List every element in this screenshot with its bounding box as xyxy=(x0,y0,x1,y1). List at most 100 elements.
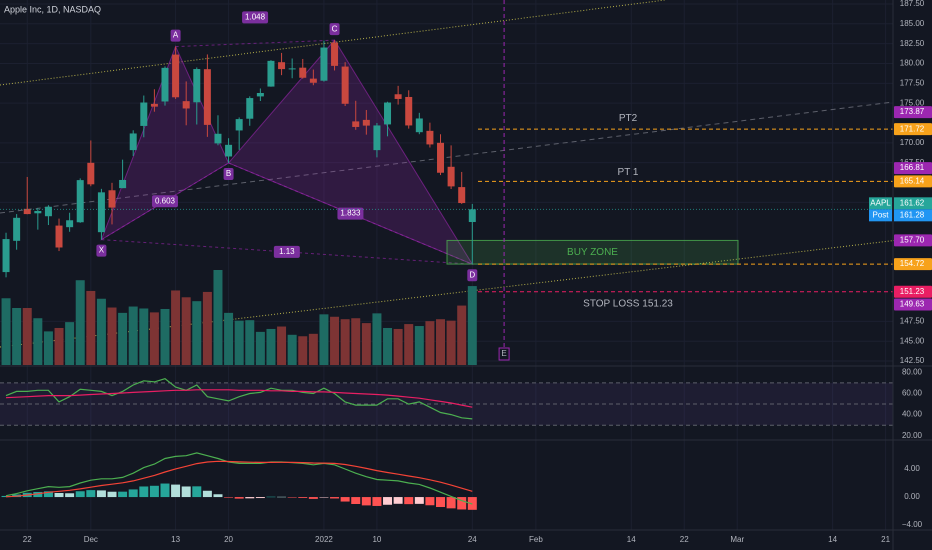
y-tick-label: 175.00 xyxy=(900,98,925,107)
histogram-bar xyxy=(308,497,318,499)
candle-body xyxy=(44,206,52,217)
y-tick-label: 20.00 xyxy=(902,431,923,440)
histogram-bar xyxy=(224,497,234,498)
macd-line xyxy=(5,452,473,505)
y-tick-label: 170.00 xyxy=(900,138,925,147)
candle-body xyxy=(225,144,233,157)
histogram-bar xyxy=(96,490,106,498)
candle-body xyxy=(394,94,402,99)
price-tag xyxy=(894,298,932,311)
histogram-bar xyxy=(467,497,477,510)
price-tag-label: 149.63 xyxy=(900,300,925,309)
pattern-point-label: D xyxy=(469,270,475,279)
y-tick-label: 4.00 xyxy=(904,464,920,473)
candle-body xyxy=(468,209,476,223)
candle-body xyxy=(437,142,445,173)
volume-bar xyxy=(107,307,117,365)
y-tick-label: 145.00 xyxy=(900,336,925,345)
candle-body xyxy=(320,47,328,81)
histogram-bar xyxy=(181,486,191,498)
histogram-bar xyxy=(107,491,117,498)
volume-bar xyxy=(224,312,234,365)
volume-bar xyxy=(277,326,287,365)
histogram-bar xyxy=(383,497,393,505)
volume-bar xyxy=(457,305,467,365)
candle-body xyxy=(140,102,148,126)
x-tick-label: 22 xyxy=(680,535,689,544)
candle-body xyxy=(235,119,243,131)
histogram-bar xyxy=(213,494,223,498)
volume-bar xyxy=(446,320,456,365)
y-tick-label: 147.50 xyxy=(900,316,925,325)
macd-line xyxy=(5,460,473,498)
price-tag xyxy=(894,197,932,210)
price-tag xyxy=(894,209,932,222)
volume-bar xyxy=(330,316,340,365)
y-tick-label: 182.50 xyxy=(900,39,925,48)
histogram-bar xyxy=(436,497,446,508)
volume-bar xyxy=(298,336,308,365)
x-tick-label: 13 xyxy=(171,535,180,544)
volume-bar xyxy=(181,297,191,365)
histogram-bar xyxy=(171,484,181,498)
candle-body xyxy=(341,66,349,104)
y-tick-label: 177.50 xyxy=(900,78,925,87)
pattern-point-label: X xyxy=(99,246,105,255)
rsi-line xyxy=(5,389,473,408)
volume-bar xyxy=(128,306,138,365)
price-tag-label: 157.70 xyxy=(900,236,925,245)
volume-bar xyxy=(340,319,350,365)
volume-bar xyxy=(383,327,393,365)
x-tick-label: 20 xyxy=(224,535,233,544)
candle-body xyxy=(76,180,84,223)
histogram-bar xyxy=(192,486,202,498)
y-tick-label: 187.50 xyxy=(900,0,925,8)
chart-title: Apple Inc, 1D, NASDAQ xyxy=(4,4,101,14)
histogram-bar xyxy=(361,497,371,506)
ratio-label: 1.833 xyxy=(340,209,361,218)
x-tick-label: 24 xyxy=(468,535,477,544)
volume-bar xyxy=(118,312,128,365)
x-tick-label: Feb xyxy=(529,535,543,544)
candle-body xyxy=(331,42,339,66)
candle-body xyxy=(150,103,158,107)
candle-body xyxy=(23,208,31,215)
candle-body xyxy=(66,220,74,228)
volume-bar xyxy=(351,318,361,365)
histogram-bar xyxy=(340,497,350,502)
candle-body xyxy=(172,54,180,98)
pattern-point-box xyxy=(223,167,234,180)
trend-line xyxy=(0,101,894,214)
x-tick-label: 10 xyxy=(372,535,381,544)
histogram-bar xyxy=(425,497,435,506)
pattern-point-box xyxy=(170,29,181,42)
volume-bar xyxy=(43,331,53,365)
volume-bar xyxy=(192,301,202,365)
volume-bar xyxy=(308,333,318,365)
y-tick-label: 0.00 xyxy=(904,492,920,501)
ratio-line xyxy=(101,239,473,265)
histogram-bar xyxy=(255,497,265,499)
histogram-bar xyxy=(33,491,43,498)
histogram-bar xyxy=(266,496,276,498)
symbol-tag xyxy=(869,209,892,222)
ratio-label: 0.603 xyxy=(155,196,176,205)
histogram-bar xyxy=(149,485,159,498)
ratio-label: 1.048 xyxy=(245,12,266,21)
histogram-bar xyxy=(139,486,149,498)
histogram-bar xyxy=(65,493,75,498)
volume-bar xyxy=(393,328,403,365)
x-tick-label: Dec xyxy=(84,535,98,544)
candle-body xyxy=(288,68,296,70)
y-tick-label: −4.00 xyxy=(902,520,923,529)
volume-bar xyxy=(139,308,149,365)
level-label: STOP LOSS 151.23 xyxy=(583,298,673,309)
projection-box xyxy=(498,347,510,361)
candle-body xyxy=(108,190,116,208)
volume-bar xyxy=(467,286,477,365)
candle-body xyxy=(256,92,264,97)
volume-bar xyxy=(171,290,181,365)
volume-bar xyxy=(436,319,446,365)
volume-bar xyxy=(12,308,22,365)
